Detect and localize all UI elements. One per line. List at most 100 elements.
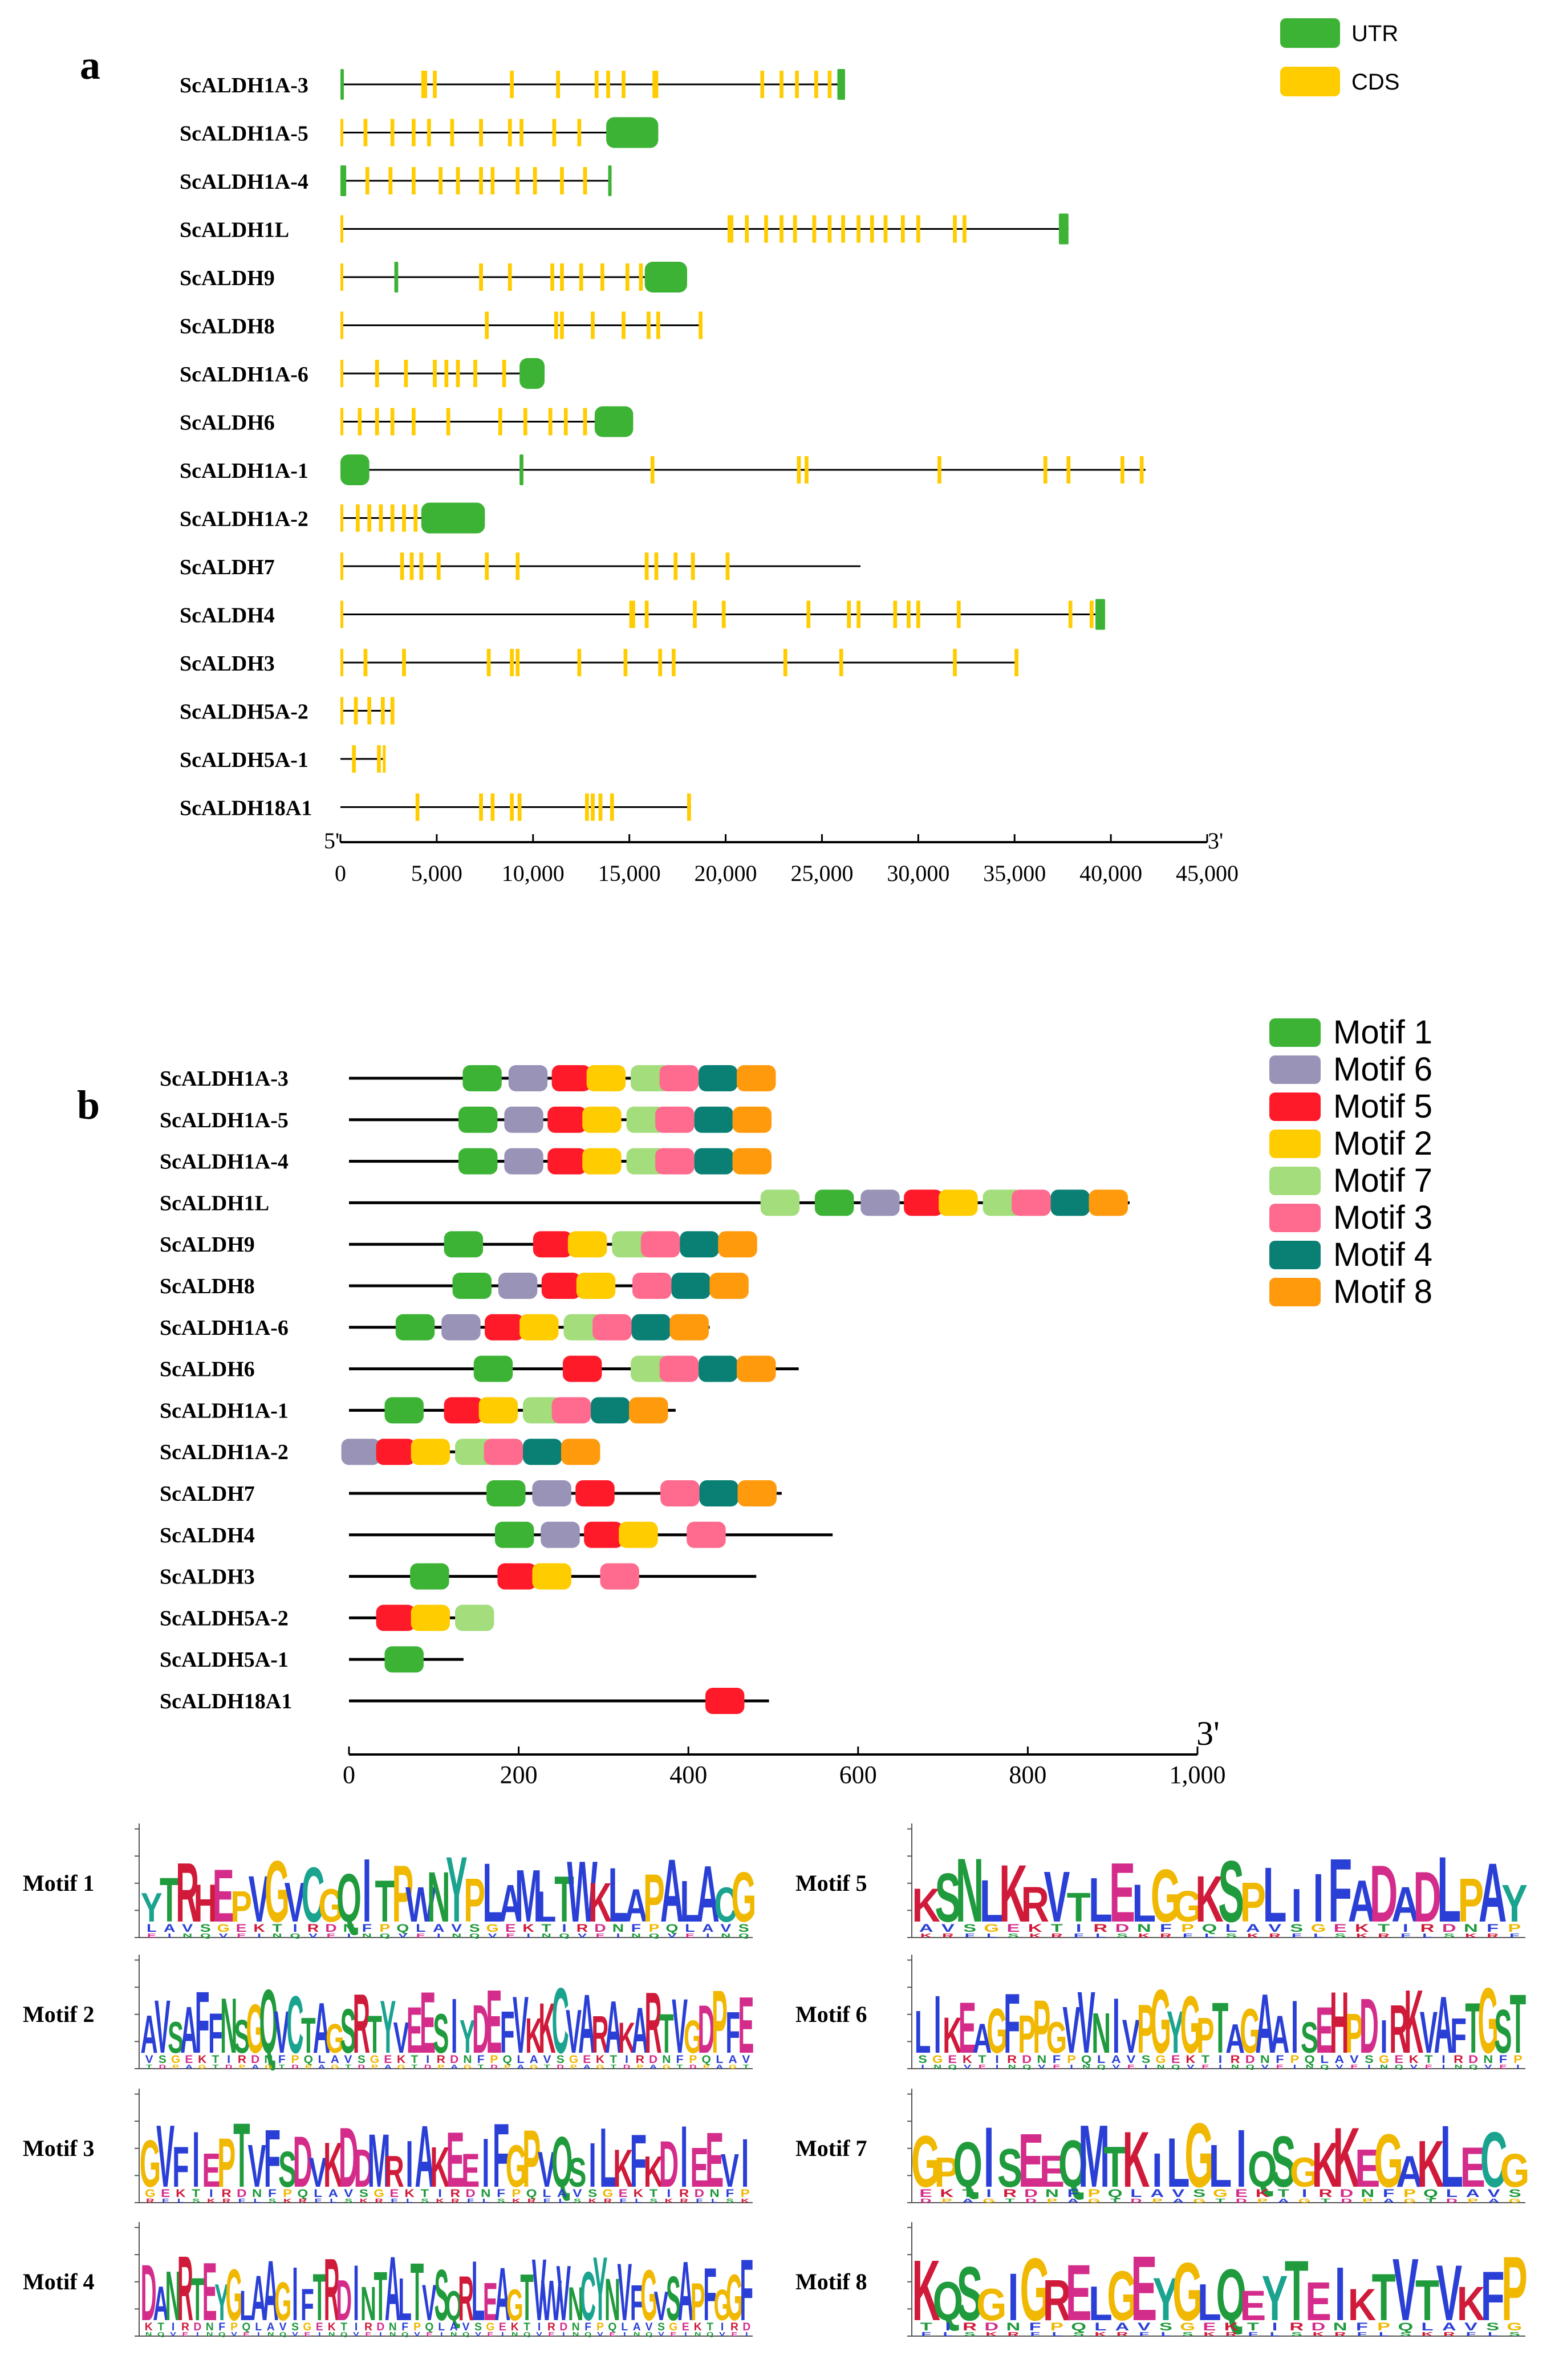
logo-residue-minor: K [985,2330,997,2337]
cds-exon [552,119,557,147]
logo-residue-minor: R [730,2321,738,2333]
logo-residue-minor: R [1269,1932,1281,1939]
logo-residue-minor: G [1088,2198,1101,2204]
cds-exon [485,311,489,339]
motif-box-1 [444,1231,484,1258]
cds-exon [629,600,635,628]
logo-residue-minor: G [729,2064,737,2070]
protein-track: ScALDH9 [160,1231,757,1258]
logo-residue-minor: G [171,2053,180,2065]
logo-residue-minor: V [292,2331,298,2338]
axis-tick-label: 200 [500,1761,538,1789]
logo-residue: A [250,2262,266,2334]
logo-residue-minor: R [375,2198,383,2204]
logo-residue-minor: T [1051,1922,1063,1934]
logo-residue-minor: Q [218,2331,225,2338]
logo-residue-minor: L [1379,2330,1389,2337]
logo-residue-minor: I [538,2321,541,2333]
logo-residue-minor: K [360,2198,368,2204]
logo-residue-minor: K [397,2053,405,2065]
logo-residue: K [430,2135,450,2199]
gene-track: ScALDH6 [180,406,634,437]
logo-residue-minor: G [1509,2198,1521,2204]
logo-residue-minor: L [147,1922,156,1935]
logo-residue-minor: V [488,1932,498,1939]
logo-residue-minor: K [1224,2320,1239,2333]
cds-exon [515,553,520,580]
logo-residue: E [1040,2147,1065,2197]
logo-residue-minor: A [962,2198,973,2204]
logo-residue: E [738,1981,754,2070]
logo-residue-minor: K [1029,1932,1041,1939]
logo-residue: K [943,2007,962,2064]
logo-residue-minor: A [583,2064,591,2070]
motif-box-1 [486,1480,526,1506]
utr-region [340,454,370,485]
protein-track: ScALDH8 [160,1273,749,1299]
logo-residue-minor: N [1037,2053,1046,2066]
cds-exon [479,793,483,821]
logo-residue-minor: D [649,2053,657,2065]
logo-residue-minor: G [932,2053,943,2066]
logo-residue-minor: Q [1246,2064,1255,2070]
cds-exon [419,553,424,580]
logo-residue: V [155,1984,170,2069]
gene-track: ScALDH8 [180,311,703,339]
logo-residue-minor: N [542,1932,551,1939]
logo-residue-minor: L [1446,2187,1458,2199]
logo-residue-minor: S [469,1922,480,1935]
logo-residue-minor: D [291,2064,299,2070]
gene-track: ScALDH5A-1 [180,745,386,773]
logo-residue-minor: F [1029,2320,1041,2333]
logo-residue: E [407,1995,423,2068]
cds-exon [953,649,957,676]
cds-exon [340,649,344,676]
logo-residue: V [566,1997,582,2066]
cds-exon [907,600,911,628]
logo-residue-minor: Q [469,1932,480,1939]
logo-residue-minor: I [1219,2064,1221,2070]
gene-track: ScALDH1A-6 [180,358,545,389]
logo-residue-minor: F [921,2330,931,2337]
logo-residue: N [360,2277,376,2330]
protein-name: ScALDH1A-2 [160,1440,289,1464]
cds-exon [793,215,797,243]
logo-residue-minor: K [145,2321,153,2333]
logo-residue-minor: A [1488,2198,1500,2204]
logo-residue: N [1091,2001,1111,2065]
logo-residue: S [997,2138,1022,2199]
logo-residue: S [957,2251,983,2337]
logo-residue-minor: G [569,2053,578,2065]
logo-residue-minor: E [506,1932,515,1939]
logo-residue-minor: P [379,1922,390,1935]
cds-exon [363,119,368,147]
logo-residue-minor: T [340,2321,347,2333]
logo-residue-minor: I [355,2321,358,2333]
cds-exon [937,456,941,484]
cds-exon [827,71,832,98]
logo-residue-minor: I [196,2331,198,2338]
logo-residue-minor: R [942,1932,954,1939]
logo-residue: A [624,1880,648,1931]
logo-residue-minor: V [742,2053,750,2065]
logo-residue-minor: A [702,1922,713,1935]
cds-exon [856,215,860,243]
logo-residue-minor: R [307,1922,319,1935]
utr-region [606,117,659,148]
cds-exon [415,793,420,821]
cds-exon [856,600,860,628]
logo-residue-minor: N [933,2064,941,2070]
logo-residue-minor: S [359,2187,368,2199]
logo-residue: V [672,1983,688,2069]
logo-residue-minor: K [1204,2330,1216,2337]
logo-residue-minor: L [406,2198,413,2204]
logo-residue-minor: R [364,2321,372,2333]
logo-residue-minor: E [919,2187,932,2199]
logo-residue: S [1271,2121,1296,2203]
axis-tick-label: 800 [1009,1761,1046,1789]
logo-residue-minor: S [738,1922,749,1935]
logo-residue-minor: P [1181,1922,1194,1934]
logo-residue-minor: Q [526,2187,537,2199]
logo-residue-minor: I [1442,2064,1445,2070]
logo-residue: T [1103,2135,1127,2199]
